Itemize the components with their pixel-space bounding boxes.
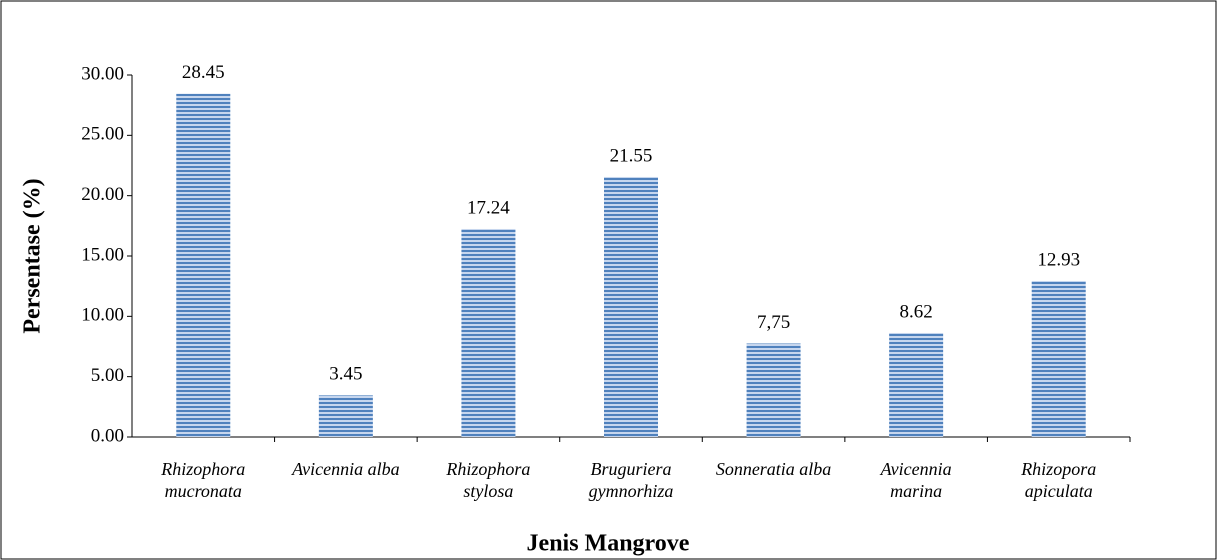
y-tick-label: 20.00 [81, 184, 124, 205]
value-label: 21.55 [610, 145, 653, 166]
value-label: 7,75 [757, 312, 790, 333]
y-axis-title: Persentase (%) [20, 178, 46, 333]
value-label: 3.45 [329, 364, 362, 385]
x-tick-label: Rhizopora apiculata [1021, 459, 1097, 501]
x-axis-title: Jenis Mangrove [527, 531, 690, 557]
value-label: 17.24 [467, 197, 510, 218]
bar [318, 395, 373, 437]
y-tick-label: 15.00 [81, 244, 124, 265]
x-tick-label: Avicennia marina [880, 459, 952, 501]
y-tick-label: 10.00 [81, 305, 124, 326]
x-tick-label: Avicennia alba [292, 459, 400, 479]
bar [461, 228, 516, 437]
bar [1031, 280, 1086, 437]
value-label: 8.62 [900, 301, 933, 322]
x-tick-label: Sonneratia alba [715, 459, 832, 479]
bar [176, 93, 231, 437]
x-tick-label: Rhizophora stylosa [446, 459, 531, 501]
y-tick-label: 5.00 [91, 365, 124, 386]
y-tick-label: 25.00 [81, 124, 124, 145]
bar [604, 176, 658, 438]
x-tick-label: Bruguriera gymnorhiza [588, 459, 674, 501]
bar [889, 332, 944, 437]
bar [746, 343, 801, 437]
x-tick-label: Rhizophora mucronata [161, 459, 246, 501]
value-label: 12.93 [1037, 249, 1080, 270]
y-tick-label: 0.00 [91, 425, 124, 446]
value-label: 28.45 [182, 62, 225, 83]
y-tick-label: 30.00 [81, 63, 124, 84]
